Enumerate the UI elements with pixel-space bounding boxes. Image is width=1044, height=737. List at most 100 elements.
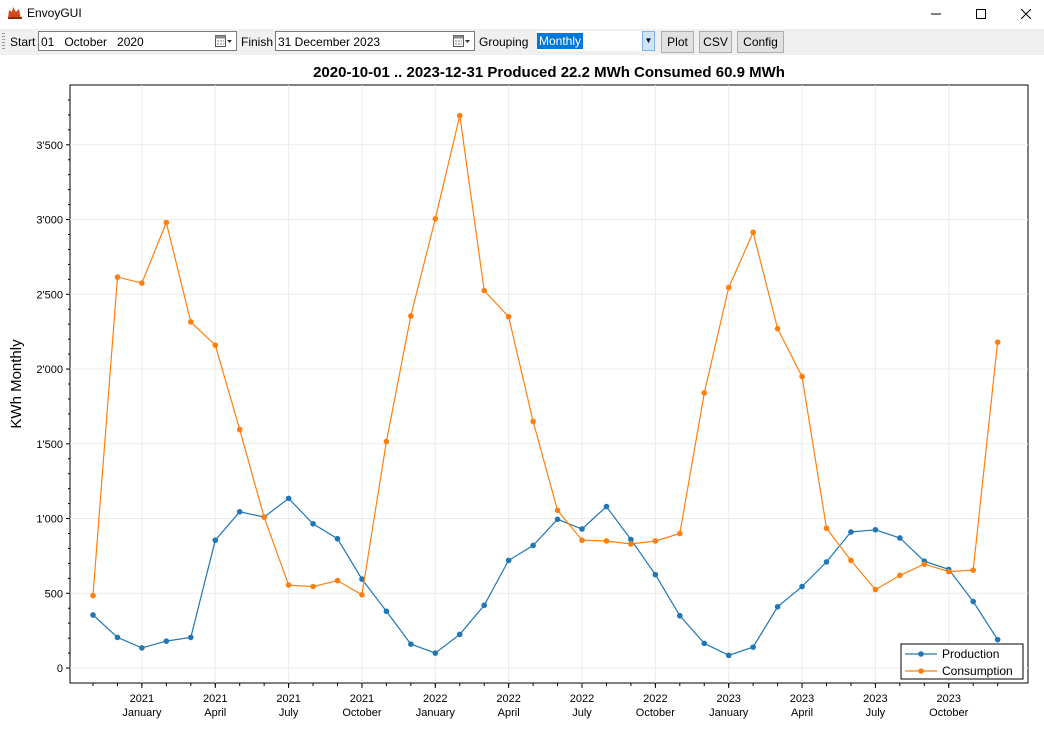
y-tick-label: 1'000 — [36, 514, 63, 526]
consumption-point — [725, 284, 732, 291]
x-tick-label-year: 2021 — [350, 693, 374, 705]
consumption-point — [383, 438, 390, 445]
window-title: EnvoyGUI — [27, 6, 82, 20]
production-point — [603, 503, 610, 510]
legend-production-label: Production — [942, 647, 999, 661]
consumption-point — [628, 541, 634, 547]
production-point — [652, 571, 659, 578]
legend-consumption-label: Consumption — [942, 664, 1013, 678]
y-axis-label: KWh Monthly — [8, 339, 25, 429]
toolbar: Start 01 October 2020 Finish 31 December… — [0, 29, 1044, 55]
finish-date-picker[interactable]: 31 December 2023 — [275, 31, 475, 51]
x-tick-label-year: 2023 — [937, 693, 961, 705]
finish-date-value: 31 December 2023 — [278, 35, 381, 49]
title-bar: EnvoyGUI — [0, 0, 1044, 28]
grouping-label: Grouping — [479, 35, 529, 49]
chevron-down-icon[interactable]: ▼ — [642, 31, 655, 51]
close-button[interactable] — [1003, 0, 1044, 28]
consumption-point — [994, 339, 1001, 345]
y-tick-label: 3'000 — [36, 215, 63, 227]
minimize-icon — [931, 13, 941, 15]
start-date-picker[interactable]: 01 October 2020 — [38, 31, 237, 51]
x-tick-label-month: April — [791, 707, 813, 719]
production-point — [334, 535, 341, 542]
production-point — [701, 640, 708, 647]
grouping-select[interactable]: Monthly ▼ — [537, 31, 655, 51]
production-point — [310, 520, 316, 527]
consumption-point — [701, 390, 708, 396]
production-point — [872, 526, 879, 533]
production-line — [92, 497, 999, 656]
x-tick-label-month: October — [929, 707, 968, 719]
production-point — [505, 557, 512, 564]
production-point — [285, 495, 292, 502]
config-button[interactable]: Config — [737, 31, 784, 53]
consumption-point — [652, 538, 659, 544]
consumption-line — [92, 115, 999, 596]
consumption-point — [432, 216, 439, 222]
series-layer — [90, 112, 1001, 659]
production-point — [799, 583, 805, 590]
consumption-point — [505, 313, 512, 320]
x-tick-label-month: April — [498, 707, 520, 719]
production-point — [456, 631, 463, 638]
consumption-point — [750, 229, 756, 236]
calendar-dropdown-icon[interactable] — [215, 34, 233, 48]
x-tick-label-year: 2021 — [203, 693, 227, 705]
x-tick-label-month: January — [709, 707, 749, 719]
consumption-point — [799, 373, 805, 380]
production-point — [554, 516, 561, 523]
start-label: Start — [10, 35, 36, 49]
production-point — [163, 638, 170, 644]
y-tick-label: 2'500 — [36, 289, 63, 301]
app-icon — [8, 7, 22, 19]
maximize-button[interactable] — [958, 0, 1004, 28]
x-tick-label-year: 2022 — [643, 693, 667, 705]
production-point — [774, 603, 781, 610]
consumption-point — [163, 219, 170, 226]
x-tick-label-month: January — [416, 707, 456, 719]
legend-consumption-marker — [918, 668, 924, 674]
consumption-point — [530, 418, 536, 425]
x-tick-label-month: July — [866, 707, 886, 719]
x-tick-label-year: 2022 — [496, 693, 520, 705]
consumption-point — [579, 537, 585, 544]
x-tick-label-month: July — [279, 707, 299, 719]
production-point — [677, 612, 683, 619]
consumption-point — [188, 319, 194, 325]
production-point — [994, 636, 1001, 643]
y-tick-label: 2'000 — [36, 364, 63, 376]
legend: Production Consumption — [900, 643, 1024, 680]
consumption-point — [677, 530, 683, 537]
production-point — [114, 634, 121, 641]
finish-label: Finish — [241, 35, 274, 49]
production-point — [359, 576, 365, 582]
maximize-icon — [976, 9, 986, 19]
consumption-point — [774, 325, 781, 332]
calendar-dropdown-icon[interactable] — [453, 34, 471, 48]
toolbar-grip[interactable] — [2, 33, 5, 51]
production-point — [750, 644, 756, 650]
consumption-point — [603, 538, 610, 544]
consumption-point — [139, 280, 145, 286]
production-point — [481, 602, 488, 609]
y-tick-label: 0 — [57, 663, 63, 675]
consumption-point — [261, 514, 267, 520]
x-tick-label-month: July — [572, 707, 592, 719]
x-tick-label-month: October — [636, 707, 675, 719]
start-date-value: 01 October 2020 — [41, 35, 144, 49]
production-point — [725, 652, 732, 659]
consumption-point — [921, 561, 928, 567]
production-point — [432, 650, 439, 656]
consumption-point — [481, 287, 488, 294]
production-point — [212, 537, 219, 544]
csv-button[interactable]: CSV — [699, 31, 732, 53]
plot-button[interactable]: Plot — [661, 31, 694, 53]
minimize-button[interactable] — [913, 0, 959, 28]
production-point — [970, 598, 976, 605]
consumption-point — [970, 567, 976, 573]
consumption-point — [848, 557, 854, 564]
x-tick-label-year: 2023 — [790, 693, 814, 705]
consumption-point — [310, 583, 316, 590]
